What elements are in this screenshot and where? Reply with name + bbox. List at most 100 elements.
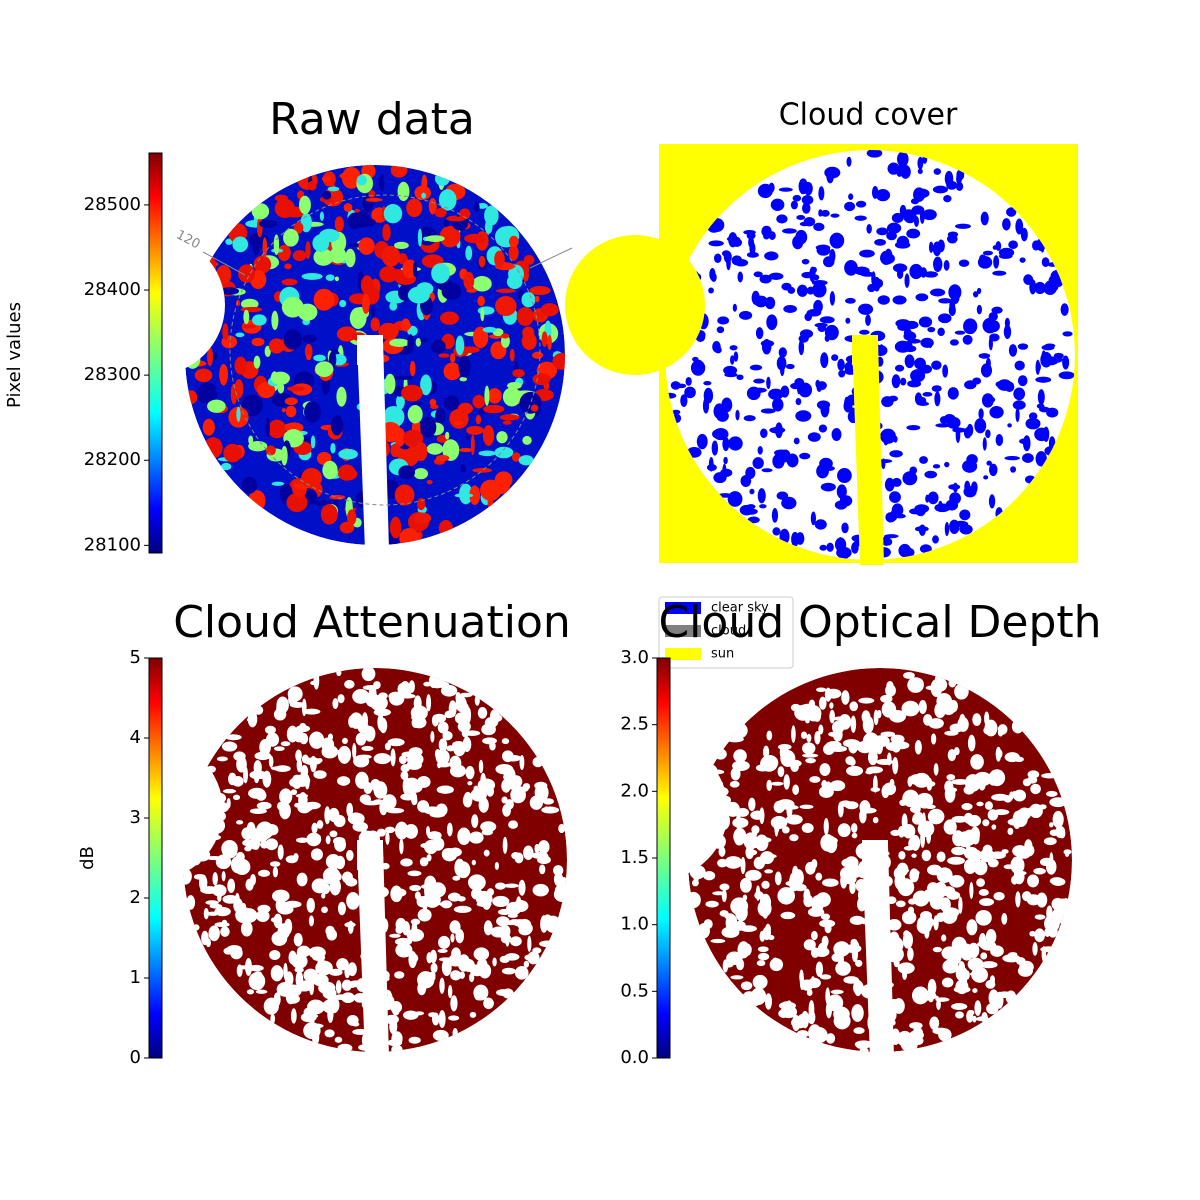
texture: [903, 327, 912, 339]
texture: [873, 709, 879, 726]
texture: [271, 889, 290, 903]
texture: [301, 754, 309, 764]
texture: [995, 433, 1004, 446]
texture: [322, 867, 341, 885]
texture: [880, 253, 895, 265]
texture: [830, 213, 840, 218]
texture: [1012, 811, 1022, 830]
texture: [438, 519, 453, 537]
texture: [522, 783, 531, 790]
texture: [774, 449, 789, 457]
texture: [982, 437, 987, 451]
texture: [751, 831, 758, 837]
texture: [929, 894, 945, 910]
texture: [872, 775, 878, 793]
texture: [768, 388, 784, 400]
texture: [264, 725, 276, 735]
texture: [757, 952, 770, 961]
texture: [271, 310, 279, 330]
texture: [509, 919, 521, 925]
texture: [817, 942, 828, 955]
texture: [896, 235, 910, 249]
texture: [1022, 453, 1034, 463]
texture: [783, 774, 790, 790]
texture: [825, 836, 838, 854]
texture: [970, 826, 980, 843]
texture: [523, 960, 530, 968]
texture: [337, 1043, 353, 1052]
texture: [453, 905, 472, 914]
texture: [976, 878, 985, 887]
y-tick-label: 3: [130, 807, 141, 828]
texture: [742, 894, 748, 901]
texture: [978, 408, 984, 420]
texture: [988, 311, 998, 321]
texture: [417, 908, 432, 922]
texture: [206, 855, 222, 861]
texture: [901, 910, 917, 925]
texture: [710, 272, 717, 282]
texture: [208, 925, 220, 942]
texture: [277, 844, 284, 860]
texture: [798, 339, 805, 356]
texture: [831, 953, 842, 962]
texture: [1004, 752, 1020, 763]
texture: [839, 800, 852, 807]
texture: [762, 745, 770, 759]
texture: [1035, 451, 1047, 467]
texture: [942, 886, 956, 897]
texture: [292, 991, 298, 1000]
texture: [349, 307, 367, 329]
texture: [1060, 303, 1069, 316]
y-tick-label: 2.0: [620, 780, 649, 801]
texture: [908, 898, 917, 905]
texture: [265, 445, 276, 456]
texture: [279, 788, 293, 805]
texture: [824, 166, 841, 179]
texture: [1014, 402, 1022, 408]
texture: [207, 399, 226, 413]
texture: [799, 804, 814, 809]
texture: [514, 852, 524, 864]
texture: [712, 429, 721, 439]
texture: [365, 197, 383, 202]
texture: [234, 356, 247, 375]
sky-image: [185, 165, 565, 545]
texture: [363, 782, 373, 795]
texture: [437, 948, 448, 953]
texture: [417, 228, 423, 247]
texture: [833, 994, 840, 1002]
texture: [835, 961, 851, 976]
camera-arm: [357, 840, 383, 870]
texture: [356, 754, 372, 760]
texture: [390, 165, 408, 178]
texture: [859, 249, 875, 258]
texture: [820, 209, 830, 217]
y-tick-label: 5: [130, 647, 141, 668]
texture: [896, 268, 904, 280]
texture: [313, 671, 320, 690]
texture: [464, 435, 471, 440]
texture: [909, 1022, 923, 1030]
texture: [796, 1030, 809, 1038]
legend-swatch: [665, 625, 701, 637]
texture: [850, 940, 860, 954]
texture: [420, 374, 432, 396]
texture: [251, 337, 265, 347]
texture: [330, 183, 337, 201]
texture: [271, 481, 285, 486]
texture: [874, 239, 887, 246]
texture: [944, 414, 956, 422]
texture: [944, 730, 959, 736]
texture: [889, 491, 901, 504]
texture: [325, 835, 331, 845]
mast-shadow: [357, 845, 389, 1057]
legend-swatch: [665, 602, 701, 614]
texture: [385, 831, 390, 845]
texture: [489, 741, 496, 751]
y-tick-label: 3.0: [620, 647, 649, 668]
texture: [534, 781, 548, 790]
y-tick-label: 4: [130, 727, 141, 748]
texture: [858, 303, 874, 315]
texture: [423, 681, 432, 687]
